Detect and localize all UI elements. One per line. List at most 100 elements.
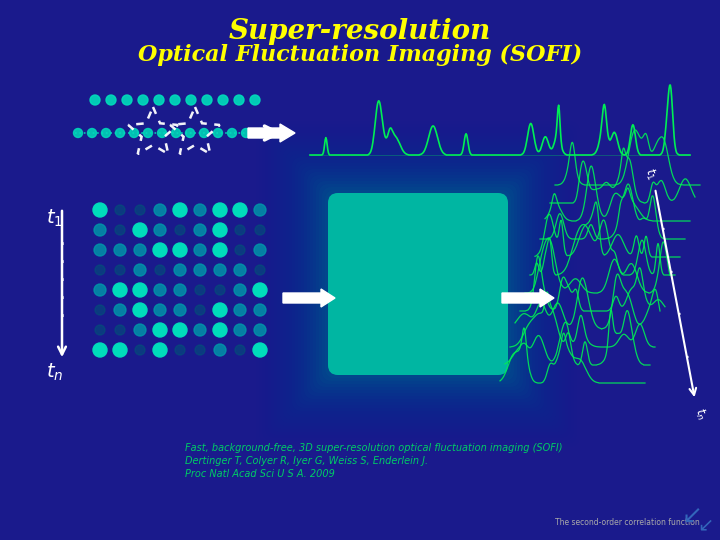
Text: ·: · bbox=[58, 235, 66, 255]
Circle shape bbox=[154, 284, 166, 296]
Circle shape bbox=[213, 303, 227, 317]
Circle shape bbox=[195, 285, 205, 295]
Circle shape bbox=[154, 95, 164, 105]
Circle shape bbox=[133, 223, 147, 237]
Circle shape bbox=[133, 303, 147, 317]
Circle shape bbox=[214, 129, 222, 138]
Circle shape bbox=[213, 203, 227, 217]
Circle shape bbox=[213, 243, 227, 257]
Circle shape bbox=[154, 304, 166, 316]
Circle shape bbox=[153, 243, 167, 257]
Circle shape bbox=[256, 129, 264, 138]
Text: $t_n$: $t_n$ bbox=[46, 362, 63, 383]
Circle shape bbox=[195, 305, 205, 315]
Circle shape bbox=[93, 343, 107, 357]
Circle shape bbox=[122, 95, 132, 105]
Text: $t_n$: $t_n$ bbox=[690, 406, 709, 423]
Text: ·: · bbox=[676, 306, 682, 324]
Circle shape bbox=[235, 225, 245, 235]
Circle shape bbox=[114, 244, 126, 256]
Circle shape bbox=[133, 283, 147, 297]
Text: ·: · bbox=[58, 253, 66, 273]
Text: Fast, background-free, 3D super-resolution optical fluctuation imaging (SOFI): Fast, background-free, 3D super-resoluti… bbox=[185, 443, 562, 453]
Circle shape bbox=[233, 203, 247, 217]
Text: ↙: ↙ bbox=[682, 505, 703, 529]
Circle shape bbox=[135, 345, 145, 355]
Circle shape bbox=[202, 95, 212, 105]
Circle shape bbox=[93, 203, 107, 217]
Circle shape bbox=[254, 324, 266, 336]
Circle shape bbox=[174, 264, 186, 276]
Circle shape bbox=[254, 204, 266, 216]
Circle shape bbox=[158, 129, 166, 138]
Circle shape bbox=[213, 223, 227, 237]
Circle shape bbox=[228, 129, 236, 138]
Circle shape bbox=[234, 284, 246, 296]
Circle shape bbox=[138, 95, 148, 105]
Circle shape bbox=[102, 129, 110, 138]
Circle shape bbox=[106, 95, 116, 105]
Circle shape bbox=[199, 129, 209, 138]
Circle shape bbox=[115, 265, 125, 275]
Text: Super-resolution: Super-resolution bbox=[229, 18, 491, 45]
Circle shape bbox=[174, 304, 186, 316]
Circle shape bbox=[115, 129, 125, 138]
FancyArrow shape bbox=[283, 289, 335, 307]
Text: Dertinger T, Colyer R, Iyer G, Weiss S, Enderlein J.: Dertinger T, Colyer R, Iyer G, Weiss S, … bbox=[185, 456, 428, 466]
Circle shape bbox=[194, 324, 206, 336]
Circle shape bbox=[234, 95, 244, 105]
Circle shape bbox=[175, 225, 185, 235]
Circle shape bbox=[154, 224, 166, 236]
Circle shape bbox=[134, 324, 146, 336]
Circle shape bbox=[186, 129, 194, 138]
Circle shape bbox=[218, 95, 228, 105]
Text: ·: · bbox=[58, 271, 66, 291]
Circle shape bbox=[113, 343, 127, 357]
Text: ·: · bbox=[58, 289, 66, 309]
Circle shape bbox=[253, 343, 267, 357]
Text: The second-order correlation function: The second-order correlation function bbox=[555, 518, 700, 527]
FancyArrow shape bbox=[248, 124, 295, 142]
Circle shape bbox=[241, 129, 251, 138]
Circle shape bbox=[234, 264, 246, 276]
Circle shape bbox=[194, 224, 206, 236]
Circle shape bbox=[173, 243, 187, 257]
Circle shape bbox=[153, 323, 167, 337]
Circle shape bbox=[186, 95, 196, 105]
Circle shape bbox=[214, 344, 226, 356]
FancyBboxPatch shape bbox=[328, 193, 508, 375]
Circle shape bbox=[115, 325, 125, 335]
Circle shape bbox=[171, 129, 181, 138]
Text: ·: · bbox=[685, 349, 690, 367]
Circle shape bbox=[94, 244, 106, 256]
Circle shape bbox=[153, 343, 167, 357]
Circle shape bbox=[173, 203, 187, 217]
Circle shape bbox=[155, 265, 165, 275]
Circle shape bbox=[95, 305, 105, 315]
Text: $t_1$: $t_1$ bbox=[641, 166, 660, 183]
Circle shape bbox=[234, 304, 246, 316]
Circle shape bbox=[255, 225, 265, 235]
Circle shape bbox=[194, 244, 206, 256]
Circle shape bbox=[134, 244, 146, 256]
Circle shape bbox=[235, 345, 245, 355]
Circle shape bbox=[73, 129, 83, 138]
Circle shape bbox=[214, 264, 226, 276]
Circle shape bbox=[113, 283, 127, 297]
Circle shape bbox=[143, 129, 153, 138]
FancyArrow shape bbox=[502, 289, 554, 307]
Circle shape bbox=[194, 204, 206, 216]
Circle shape bbox=[88, 129, 96, 138]
Circle shape bbox=[170, 95, 180, 105]
Circle shape bbox=[115, 225, 125, 235]
Circle shape bbox=[130, 129, 138, 138]
Text: Proc Natl Acad Sci U S A. 2009: Proc Natl Acad Sci U S A. 2009 bbox=[185, 469, 335, 479]
Text: ·: · bbox=[58, 307, 66, 327]
Circle shape bbox=[134, 264, 146, 276]
Text: $t_1$: $t_1$ bbox=[47, 208, 63, 230]
Circle shape bbox=[94, 284, 106, 296]
Circle shape bbox=[90, 95, 100, 105]
Circle shape bbox=[115, 205, 125, 215]
Circle shape bbox=[250, 95, 260, 105]
Circle shape bbox=[235, 245, 245, 255]
